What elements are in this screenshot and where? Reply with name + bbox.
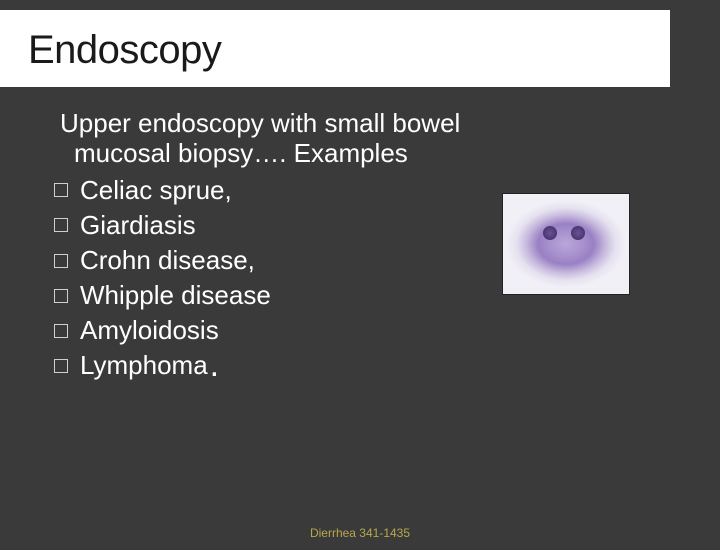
content-area: Upper endoscopy with small bowel mucosal… [0, 87, 720, 383]
checkbox-icon [54, 359, 68, 373]
trailing-period: . [210, 352, 219, 379]
microscopy-image [502, 193, 630, 295]
title-panel: Endoscopy [0, 10, 670, 87]
page-title: Endoscopy [28, 28, 642, 73]
checkbox-icon [54, 218, 68, 232]
list-item-label: Whipple disease [80, 278, 271, 313]
intro-line-1: Upper endoscopy with small bowel [60, 108, 460, 138]
checkbox-icon [54, 254, 68, 268]
list-item: Lymphoma . [54, 348, 680, 383]
list-item-label: Crohn disease, [80, 243, 255, 278]
list-item-label: Giardiasis [80, 208, 196, 243]
checkbox-icon [54, 183, 68, 197]
list-item-label: Amyloidosis [80, 313, 219, 348]
intro-line-2: mucosal biopsy…. Examples [60, 139, 408, 169]
list-item-label: Celiac sprue, [80, 173, 232, 208]
list-item: Amyloidosis [54, 313, 680, 348]
list-item-label: Lymphoma [80, 348, 208, 383]
checkbox-icon [54, 324, 68, 338]
checkbox-icon [54, 289, 68, 303]
intro-text: Upper endoscopy with small bowel mucosal… [54, 109, 680, 169]
footer-text: Dierrhea 341-1435 [0, 526, 720, 540]
